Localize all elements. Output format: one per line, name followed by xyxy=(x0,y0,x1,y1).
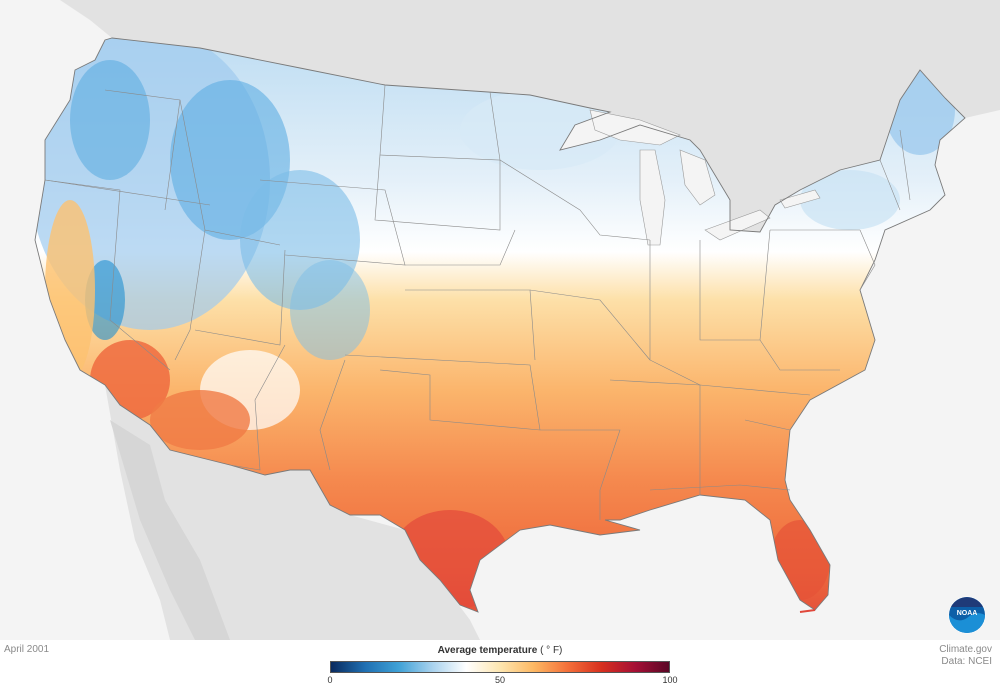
lake-michigan xyxy=(639,149,666,246)
noaa-logo-icon: NOAA xyxy=(948,596,986,634)
legend-title-text: Average temperature xyxy=(437,645,538,656)
lake-erie xyxy=(704,209,771,241)
lake-ontario xyxy=(779,189,821,209)
credit-site: Climate.gov xyxy=(939,644,992,655)
great-lakes xyxy=(589,109,821,246)
map-area: NOAA xyxy=(0,0,1000,640)
florida-keys xyxy=(799,609,816,613)
lake-superior xyxy=(589,109,681,146)
legend-tick-100: 100 xyxy=(662,675,678,685)
lake-huron xyxy=(679,149,716,206)
noaa-logo-text: NOAA xyxy=(957,610,978,617)
legend-tick-0: 0 xyxy=(327,675,333,685)
map-footer: April 2001 Average temperature ( ° F) 0 5… xyxy=(0,640,1000,690)
date-label: April 2001 xyxy=(4,644,50,655)
legend-unit: ( ° F) xyxy=(540,645,563,656)
state-borders xyxy=(44,84,911,520)
legend-title: Average temperature ( ° F) xyxy=(330,645,670,656)
temperature-map xyxy=(0,0,1000,640)
credits: Climate.gov Data: NCEI xyxy=(939,644,992,668)
credit-data-source: Data: NCEI xyxy=(941,656,992,667)
legend-color-bar xyxy=(330,661,670,673)
baja-peninsula xyxy=(110,420,230,640)
legend-tick-50: 50 xyxy=(494,675,506,685)
